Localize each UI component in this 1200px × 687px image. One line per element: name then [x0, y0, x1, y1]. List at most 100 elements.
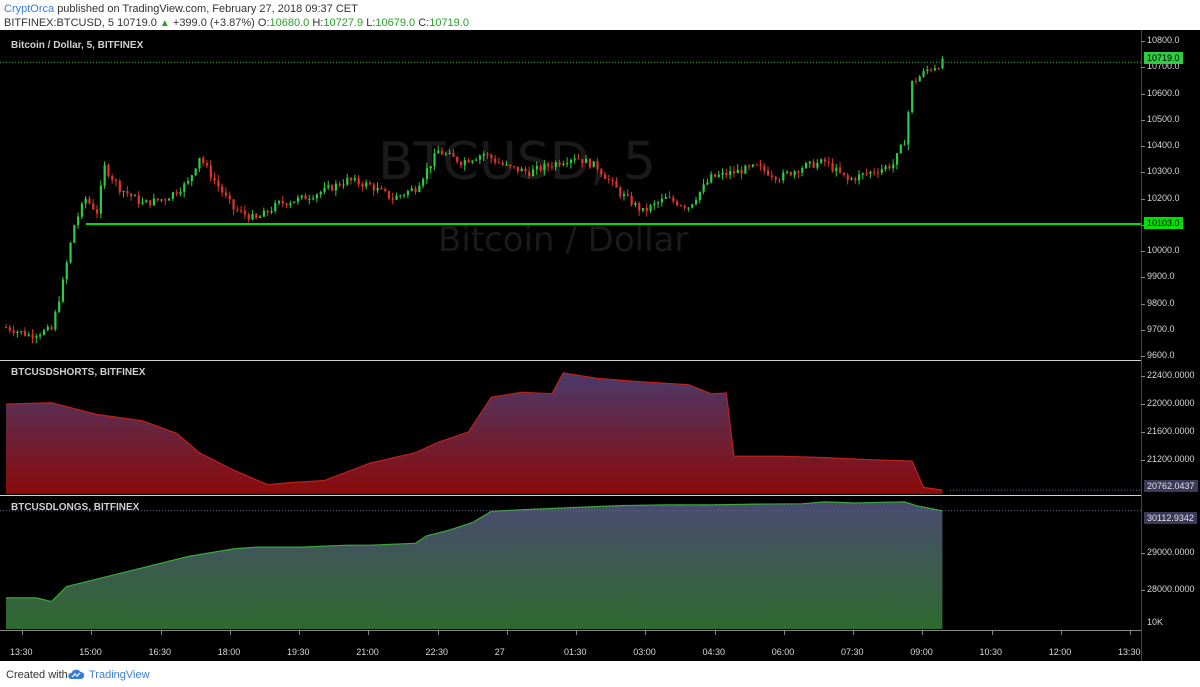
candle-body — [861, 173, 865, 175]
candle-body — [649, 205, 652, 211]
candle-body — [266, 210, 269, 213]
candle-body — [334, 183, 338, 191]
candle-body — [687, 207, 690, 209]
candle-body — [54, 311, 57, 330]
candle-body — [835, 167, 838, 172]
candle-body — [456, 156, 459, 163]
author-link[interactable]: CryptOrca — [4, 3, 55, 15]
price-tick-label: 10700.0 — [1147, 61, 1180, 72]
longs-tick-label-mark — [1141, 590, 1145, 592]
price-tick-label-mark — [1141, 172, 1145, 174]
candle-body — [217, 180, 220, 187]
candle-body — [372, 184, 375, 191]
candle-body — [376, 187, 379, 191]
candle-body — [84, 198, 87, 204]
candle-body — [429, 166, 432, 169]
candle-body — [797, 171, 800, 173]
candle-body — [846, 175, 849, 180]
time-tick-label: 07:30 — [841, 647, 864, 657]
candle-body — [611, 179, 614, 181]
watermark-symbol: BTCUSD, 5 — [378, 132, 656, 192]
price-tick-label-mark — [1141, 251, 1145, 252]
candle-body — [236, 209, 239, 211]
candle-body — [694, 199, 698, 205]
candle-body — [573, 158, 576, 160]
candle-body — [914, 80, 918, 82]
price-tick-label: 9700.0 — [1147, 323, 1175, 334]
shorts-tick-label-mark — [1141, 459, 1145, 461]
low-label: L: — [366, 17, 376, 29]
candle-body — [831, 162, 834, 172]
price-tick-label: 10800.0 — [1147, 35, 1180, 45]
candle-body — [869, 171, 872, 174]
candle-body — [46, 326, 49, 331]
tradingview-link[interactable]: TradingView — [89, 669, 150, 681]
candle-body — [664, 197, 667, 199]
candle-body — [600, 169, 603, 175]
candle-body — [433, 153, 436, 167]
candle-body — [558, 162, 561, 165]
shorts-tick-label: 21600.0000 — [1147, 425, 1195, 436]
candle-body — [668, 197, 671, 199]
longs-pane-title: BTCUSDLONGS, BITFINEX — [11, 502, 140, 513]
candle-body — [380, 187, 383, 190]
close-value: 10719.0 — [429, 17, 469, 29]
price-tick-label-mark — [1141, 198, 1145, 200]
candle-body — [224, 192, 228, 196]
candle-body — [31, 334, 34, 338]
candle-body — [933, 68, 937, 71]
price-tick-label-mark — [1141, 67, 1145, 69]
candle-body — [39, 334, 42, 337]
candle-body — [903, 144, 906, 146]
candle-body — [289, 203, 292, 206]
shorts-area — [6, 372, 943, 494]
candle-body — [300, 195, 303, 198]
candle-body — [888, 166, 891, 169]
price-tick-label-mark — [1141, 224, 1145, 226]
candle-body — [422, 178, 425, 186]
pane-separator-1[interactable] — [0, 360, 1141, 361]
candle-body — [270, 211, 273, 213]
candle-body — [676, 201, 679, 206]
time-tick-label: 12:00 — [1048, 647, 1072, 657]
time-tick-label: 22:30 — [425, 647, 449, 657]
candle-body — [107, 165, 110, 176]
candle-body — [876, 172, 880, 174]
candle-body — [740, 169, 743, 174]
shorts-pane-title: BTCUSDSHORTS, BITFINEX — [11, 367, 146, 378]
time-tick-label: 27 — [494, 647, 505, 657]
pane-separator-2[interactable] — [0, 495, 1141, 496]
candle-body — [285, 203, 288, 206]
candle-body — [205, 163, 209, 166]
price-tick-label: 10400.0 — [1147, 140, 1180, 150]
time-tick-label: 16:30 — [148, 647, 172, 657]
candle-body — [531, 169, 535, 177]
time-tick-mark — [991, 631, 993, 635]
candle-body — [418, 185, 421, 192]
candle-body — [315, 194, 319, 199]
candle-body — [513, 166, 516, 168]
candle-body — [577, 158, 580, 160]
candle-body — [425, 168, 429, 179]
candle-body — [895, 153, 899, 165]
time-tick-label: 04:30 — [702, 647, 726, 657]
candle-body — [247, 214, 250, 220]
candle-body — [494, 158, 497, 163]
tradingview-cloud-icon — [68, 669, 85, 679]
candle-body — [168, 198, 171, 201]
candle-body — [626, 194, 629, 196]
candle-body — [729, 171, 732, 176]
candle-body — [304, 195, 307, 200]
candle-body — [73, 225, 76, 243]
chart-canvas[interactable] — [0, 30, 1200, 661]
candle-body — [554, 162, 557, 167]
candle-body — [190, 175, 193, 182]
candle-body — [884, 166, 887, 170]
candle-body — [406, 190, 410, 195]
candle-body — [23, 331, 27, 336]
chart-area[interactable]: BTCUSD, 5 Bitcoin / Dollar Bitcoin / Dol… — [0, 30, 1200, 661]
open-label: O: — [257, 17, 270, 29]
candle-body — [892, 164, 895, 169]
candle-body — [907, 112, 910, 145]
close-label: C: — [418, 17, 430, 29]
